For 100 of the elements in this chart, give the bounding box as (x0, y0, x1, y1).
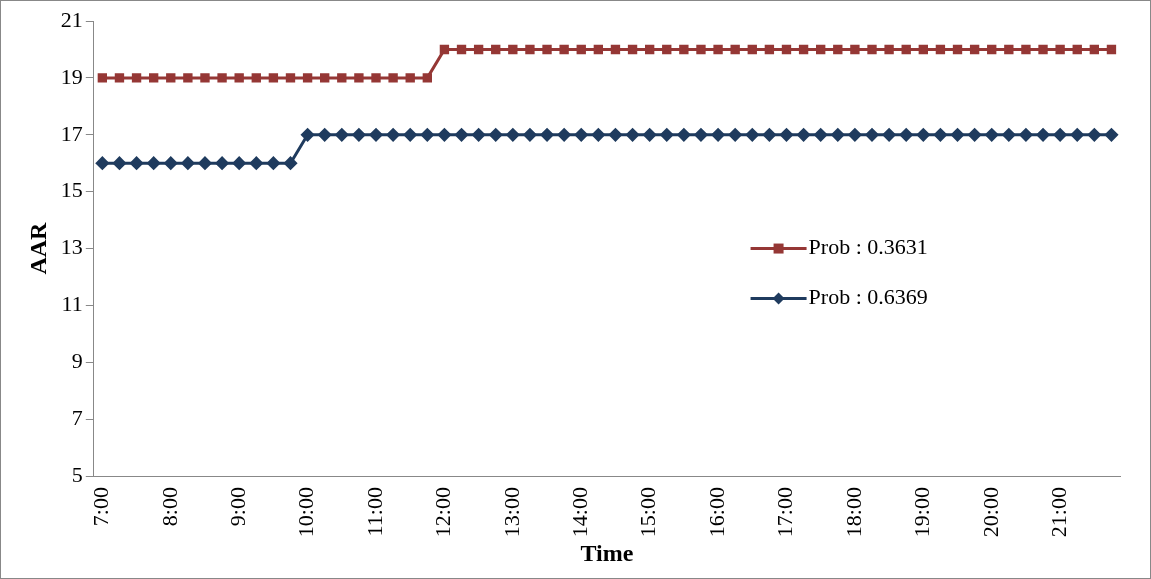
x-tick-label: 20:00 (977, 487, 1003, 538)
point (593, 44, 604, 55)
point (865, 128, 879, 142)
y-tick-label: 5 (71, 461, 83, 487)
point (1087, 128, 1101, 142)
point (97, 73, 108, 83)
point (608, 128, 622, 142)
point (882, 128, 896, 142)
x-tick-label: 21:00 (1045, 487, 1071, 538)
point (181, 156, 195, 170)
point (251, 73, 261, 83)
point (968, 128, 982, 142)
point (318, 128, 332, 142)
point (1004, 44, 1014, 55)
point (764, 44, 775, 55)
x-tick-label: 19:00 (909, 487, 935, 538)
point (797, 128, 811, 142)
point (455, 128, 469, 142)
point (781, 44, 792, 55)
point (1055, 44, 1065, 55)
point (114, 73, 125, 83)
x-tick-label: 14:00 (567, 487, 593, 538)
point (627, 44, 638, 55)
y-tick-label: 19 (60, 63, 83, 89)
point (371, 73, 381, 83)
point (814, 128, 828, 142)
point (148, 73, 159, 83)
point (916, 128, 930, 142)
point (200, 73, 210, 83)
point (626, 128, 640, 142)
x-tick-label: 10:00 (293, 487, 319, 538)
point (728, 128, 742, 142)
point (1070, 128, 1084, 142)
y-tick-label: 13 (60, 234, 83, 260)
point (576, 44, 586, 55)
point (985, 128, 999, 142)
point (302, 73, 313, 83)
x-tick-label: 12:00 (430, 487, 456, 538)
point (352, 128, 366, 142)
x-tick-label: 17:00 (772, 487, 798, 538)
x-tick-label: 9:00 (224, 487, 250, 527)
point (506, 128, 520, 142)
point (831, 128, 845, 142)
point (437, 128, 451, 142)
point (95, 156, 109, 170)
point (131, 73, 142, 83)
point (1072, 44, 1082, 55)
point (798, 44, 809, 55)
point (557, 128, 571, 142)
x-tick-label: 7:00 (88, 487, 114, 527)
point (696, 44, 706, 55)
point (694, 128, 708, 142)
point (867, 44, 877, 55)
point (335, 128, 349, 142)
point (405, 73, 415, 83)
point (491, 44, 501, 55)
point (508, 44, 518, 55)
point (833, 44, 843, 55)
x-tick-label: 16:00 (703, 487, 729, 538)
point (540, 128, 554, 142)
point (1002, 128, 1016, 142)
legend-label: Prob : 0.6369 (808, 284, 928, 310)
y-tick-label: 21 (60, 6, 83, 32)
point (660, 128, 674, 142)
point (386, 128, 400, 142)
point (899, 128, 913, 142)
point (130, 156, 144, 170)
point (711, 128, 725, 142)
point (232, 156, 246, 170)
point (848, 128, 862, 142)
point (1089, 44, 1100, 55)
legend-label: Prob : 0.3631 (808, 234, 928, 260)
point (1021, 44, 1031, 55)
x-tick-label: 11:00 (361, 487, 387, 537)
point (354, 73, 364, 83)
x-tick-label: 18:00 (840, 487, 866, 538)
point (1038, 44, 1048, 55)
x-tick-label: 15:00 (635, 487, 661, 538)
y-tick-label: 9 (71, 348, 83, 374)
y-axis-title: AAR (24, 221, 51, 275)
point (337, 73, 347, 83)
point (850, 44, 860, 55)
point (1036, 128, 1050, 142)
x-tick-label: 8:00 (156, 487, 182, 527)
point (301, 128, 315, 142)
point (403, 128, 417, 142)
point (730, 44, 740, 55)
point (420, 128, 434, 142)
y-tick-label: 17 (60, 120, 83, 146)
point (901, 44, 911, 55)
point (166, 73, 176, 83)
point (644, 44, 655, 55)
point (523, 128, 537, 142)
point (473, 44, 484, 55)
point (147, 156, 161, 170)
y-tick-label: 11 (61, 291, 83, 317)
point (1104, 128, 1118, 142)
x-axis-title: Time (580, 539, 634, 566)
point (320, 73, 330, 83)
point (456, 44, 467, 55)
